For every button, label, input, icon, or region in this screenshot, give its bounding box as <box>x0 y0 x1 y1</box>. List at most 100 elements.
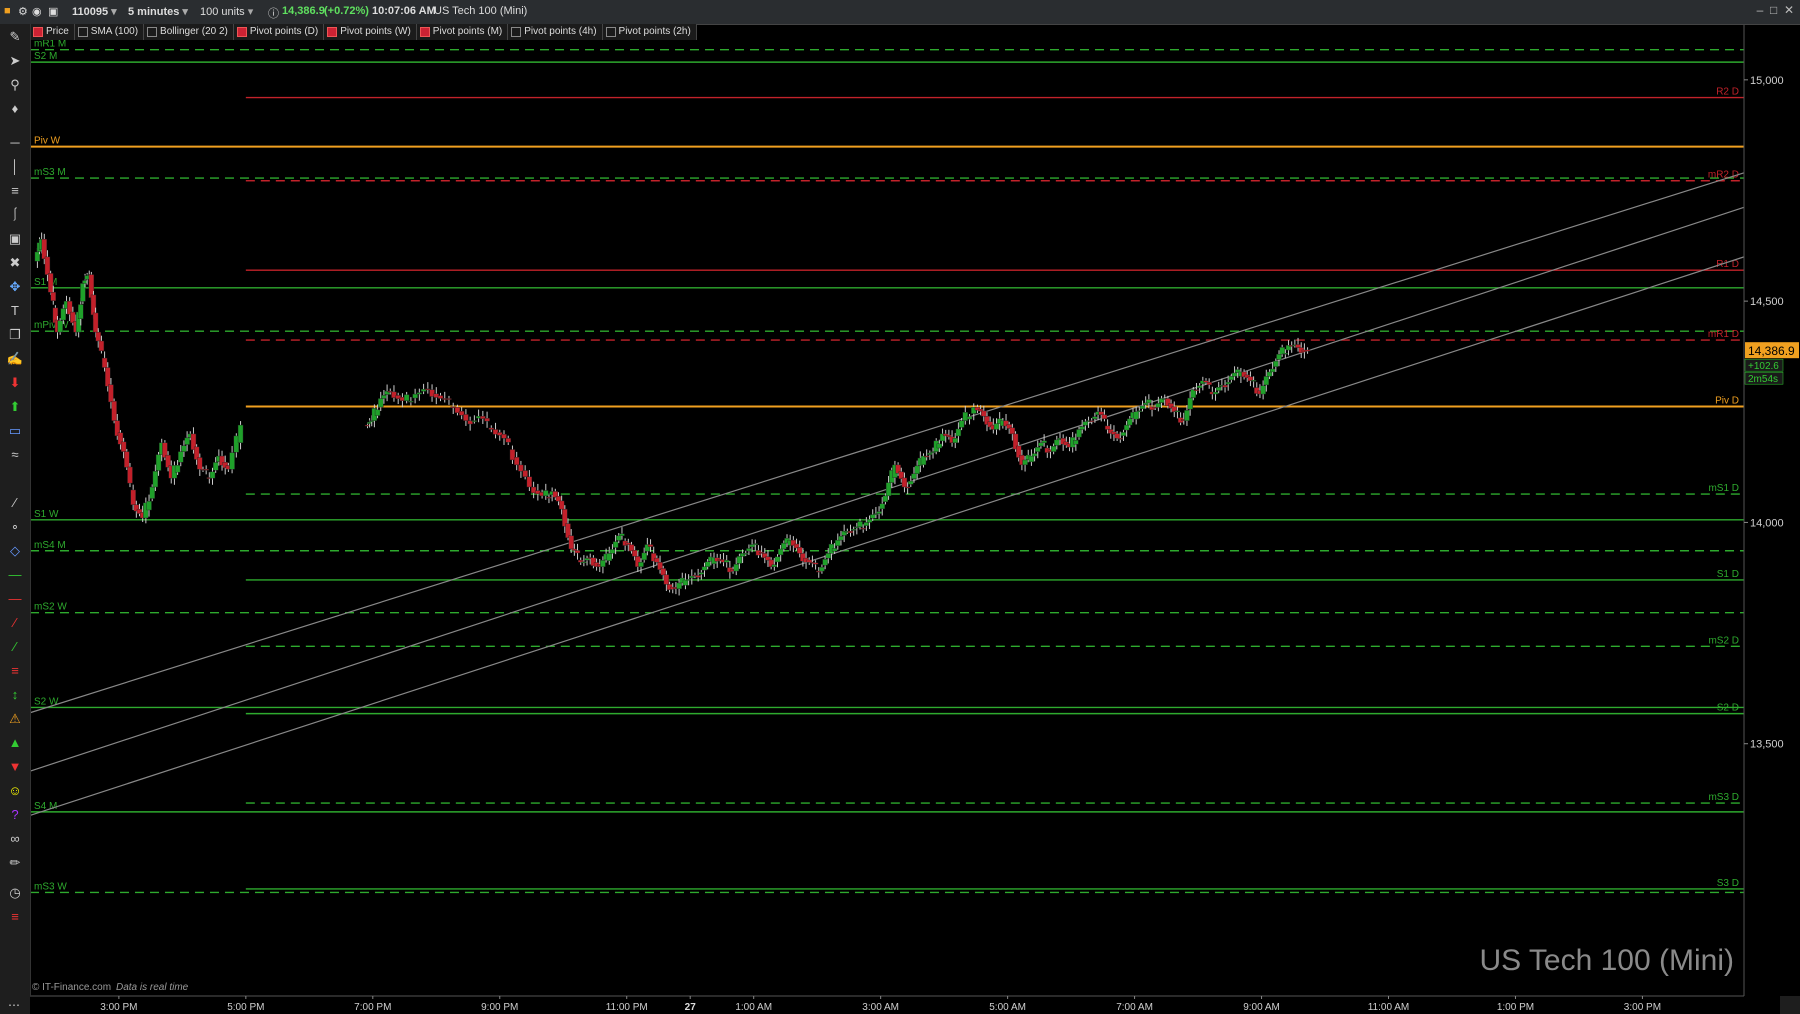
candle-body <box>98 340 105 352</box>
candle-body <box>1190 389 1196 398</box>
candle-body <box>1127 418 1133 426</box>
close-icon[interactable]: ✕ <box>1783 3 1794 17</box>
info-icon[interactable]: ⓘ <box>268 8 279 20</box>
thumbs-down-icon[interactable]: ▼ <box>8 759 22 774</box>
layout-icon[interactable]: ▣ <box>48 6 59 18</box>
red-trend-icon[interactable]: ∕ <box>13 615 17 630</box>
indicator-pivot-d[interactable]: Pivot points (D) <box>234 24 325 40</box>
smiley-icon[interactable]: ☺ <box>8 783 22 798</box>
brush-icon[interactable]: ✍ <box>6 351 24 366</box>
trend-line-icon[interactable]: ∕ <box>13 495 17 510</box>
question-icon[interactable]: ? <box>11 807 19 822</box>
level-label: mS4 M <box>34 540 66 551</box>
channel-icon[interactable]: ≈ <box>11 447 19 462</box>
candle-body <box>1142 402 1149 405</box>
indicator-pivot-4h[interactable]: Pivot points (4h) <box>508 24 603 40</box>
cursor-icon[interactable]: ➤ <box>9 53 21 68</box>
copy-icon[interactable]: ❐ <box>9 327 21 342</box>
units-select[interactable]: 100 units <box>200 5 253 18</box>
warning-icon[interactable]: ⚠ <box>9 711 21 726</box>
candle-body <box>1009 427 1016 435</box>
vertical-range-icon[interactable]: ↕ <box>11 687 19 702</box>
camera-icon[interactable]: ◉ <box>32 6 42 18</box>
indicator-pivot-w[interactable]: Pivot points (W) <box>324 24 417 40</box>
candle-body <box>92 312 99 333</box>
candle-body <box>981 410 987 417</box>
candle-body <box>749 544 755 548</box>
line-icon[interactable]: ─ <box>10 135 20 150</box>
ruler-icon[interactable]: ⎰ <box>8 207 22 222</box>
level-icon[interactable]: ≡ <box>11 663 19 678</box>
candle-body <box>860 528 866 530</box>
rectangle-icon[interactable]: ▭ <box>8 423 22 438</box>
x-tick-label: 5:00 PM <box>227 1002 264 1013</box>
lines-icon[interactable]: ≡ <box>11 909 19 924</box>
candle-body <box>44 256 51 275</box>
candle-body <box>1263 376 1270 386</box>
indicator-pivot-m[interactable]: Pivot points (M) <box>417 24 509 40</box>
candle-body <box>920 455 927 466</box>
candle-body <box>879 503 885 510</box>
indicator-sma[interactable]: SMA (100) <box>75 24 145 40</box>
green-trend-icon[interactable]: ∕ <box>13 639 17 654</box>
candle-body <box>651 553 657 562</box>
candle-body <box>768 559 774 567</box>
pen-icon[interactable]: ✏ <box>9 855 21 870</box>
candle-body <box>1206 382 1212 385</box>
level-label: mS3 D <box>1708 792 1739 803</box>
restore-icon[interactable]: □ <box>1770 3 1778 17</box>
clock-icon[interactable]: ◷ <box>9 885 21 900</box>
node-icon[interactable]: ∘ <box>10 519 20 534</box>
candle-body <box>774 556 781 563</box>
candle-body <box>1244 374 1250 379</box>
candle-body <box>724 560 730 563</box>
red-line-icon[interactable]: — <box>8 591 22 606</box>
minimize-icon[interactable]: – <box>1756 3 1764 17</box>
settings-icon[interactable]: ⚙ <box>18 6 28 18</box>
alarm-icon[interactable]: ♦ <box>11 101 19 116</box>
candle-body <box>863 522 870 526</box>
candle-body <box>374 409 381 416</box>
candle-body <box>480 416 486 419</box>
zoom-icon[interactable]: ⚲ <box>10 77 20 92</box>
thumbs-up-icon[interactable]: ▲ <box>8 735 22 750</box>
candle-body <box>943 433 949 437</box>
x-tick-label: 11:00 PM <box>606 1002 648 1013</box>
interval-select[interactable]: 5 minutes <box>128 5 188 18</box>
move-icon[interactable]: ✥ <box>9 279 21 294</box>
indicator-bollinger[interactable]: Bollinger (20 2) <box>144 24 234 40</box>
indicator-pivot-2h[interactable]: Pivot points (2h) <box>603 24 697 40</box>
level-label: S2 M <box>34 51 57 62</box>
candle-body <box>237 424 244 443</box>
vertical-line-icon[interactable]: │ <box>10 159 20 174</box>
buy-arrow-icon[interactable]: ⬆ <box>9 399 21 414</box>
candle-body <box>689 575 695 579</box>
text-icon[interactable]: T <box>11 303 19 318</box>
tools-icon[interactable]: ✖ <box>9 255 21 270</box>
candle-body <box>812 562 819 565</box>
green-line-icon[interactable]: — <box>8 567 22 582</box>
candle-body <box>657 562 663 570</box>
pencil-icon[interactable]: ✎ <box>9 29 21 44</box>
candle-body <box>739 553 746 557</box>
fib-icon[interactable]: ≡ <box>11 183 19 198</box>
candle-body <box>463 414 469 421</box>
candle-body <box>952 438 958 443</box>
candle-body <box>1016 445 1022 458</box>
sell-arrow-icon[interactable]: ⬇ <box>9 375 21 390</box>
shape-icon[interactable]: ◇ <box>10 543 20 558</box>
candle-body <box>1241 371 1247 378</box>
account-select[interactable]: 110095 <box>72 5 117 18</box>
candle-body <box>120 441 127 452</box>
candle-body <box>1050 446 1057 452</box>
link-icon[interactable]: ∞ <box>10 831 20 846</box>
candle-body <box>552 491 559 498</box>
candle-body <box>955 428 962 437</box>
candle-body <box>78 304 84 320</box>
x-tick-label: 7:00 AM <box>1116 1002 1153 1013</box>
menu-dots-icon[interactable]: ⋯ <box>0 996 30 1014</box>
candle-body <box>1247 376 1254 381</box>
trash-icon[interactable]: ▣ <box>8 231 22 246</box>
indicator-price[interactable]: Price <box>30 24 75 40</box>
